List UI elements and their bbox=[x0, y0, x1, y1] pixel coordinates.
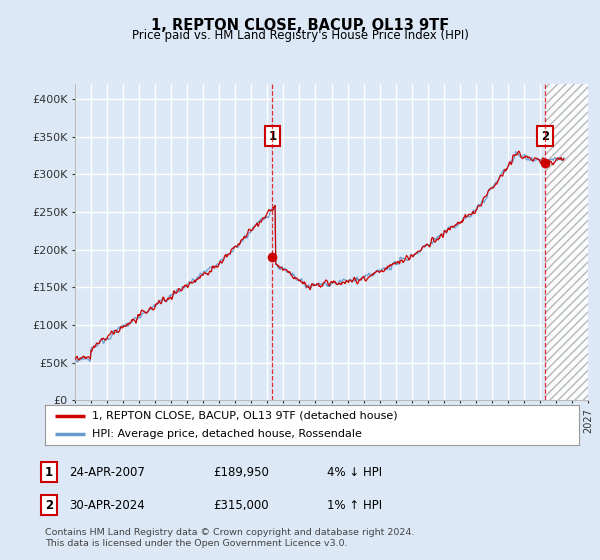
Text: 1: 1 bbox=[268, 130, 277, 143]
Text: 1: 1 bbox=[45, 465, 53, 479]
Text: 24-APR-2007: 24-APR-2007 bbox=[69, 465, 145, 479]
Text: Contains HM Land Registry data © Crown copyright and database right 2024.
This d: Contains HM Land Registry data © Crown c… bbox=[45, 528, 415, 548]
Text: 4% ↓ HPI: 4% ↓ HPI bbox=[327, 465, 382, 479]
Text: £189,950: £189,950 bbox=[213, 465, 269, 479]
Text: £315,000: £315,000 bbox=[213, 498, 269, 512]
Text: 30-APR-2024: 30-APR-2024 bbox=[69, 498, 145, 512]
Bar bbox=[545, 84, 588, 400]
Text: 1, REPTON CLOSE, BACUP, OL13 9TF (detached house): 1, REPTON CLOSE, BACUP, OL13 9TF (detach… bbox=[92, 411, 398, 421]
Text: 2: 2 bbox=[45, 498, 53, 512]
Text: 1% ↑ HPI: 1% ↑ HPI bbox=[327, 498, 382, 512]
Text: Price paid vs. HM Land Registry's House Price Index (HPI): Price paid vs. HM Land Registry's House … bbox=[131, 29, 469, 42]
Bar bbox=[545, 84, 588, 400]
Text: HPI: Average price, detached house, Rossendale: HPI: Average price, detached house, Ross… bbox=[92, 430, 362, 439]
Text: 2: 2 bbox=[541, 130, 549, 143]
Text: 1, REPTON CLOSE, BACUP, OL13 9TF: 1, REPTON CLOSE, BACUP, OL13 9TF bbox=[151, 18, 449, 33]
